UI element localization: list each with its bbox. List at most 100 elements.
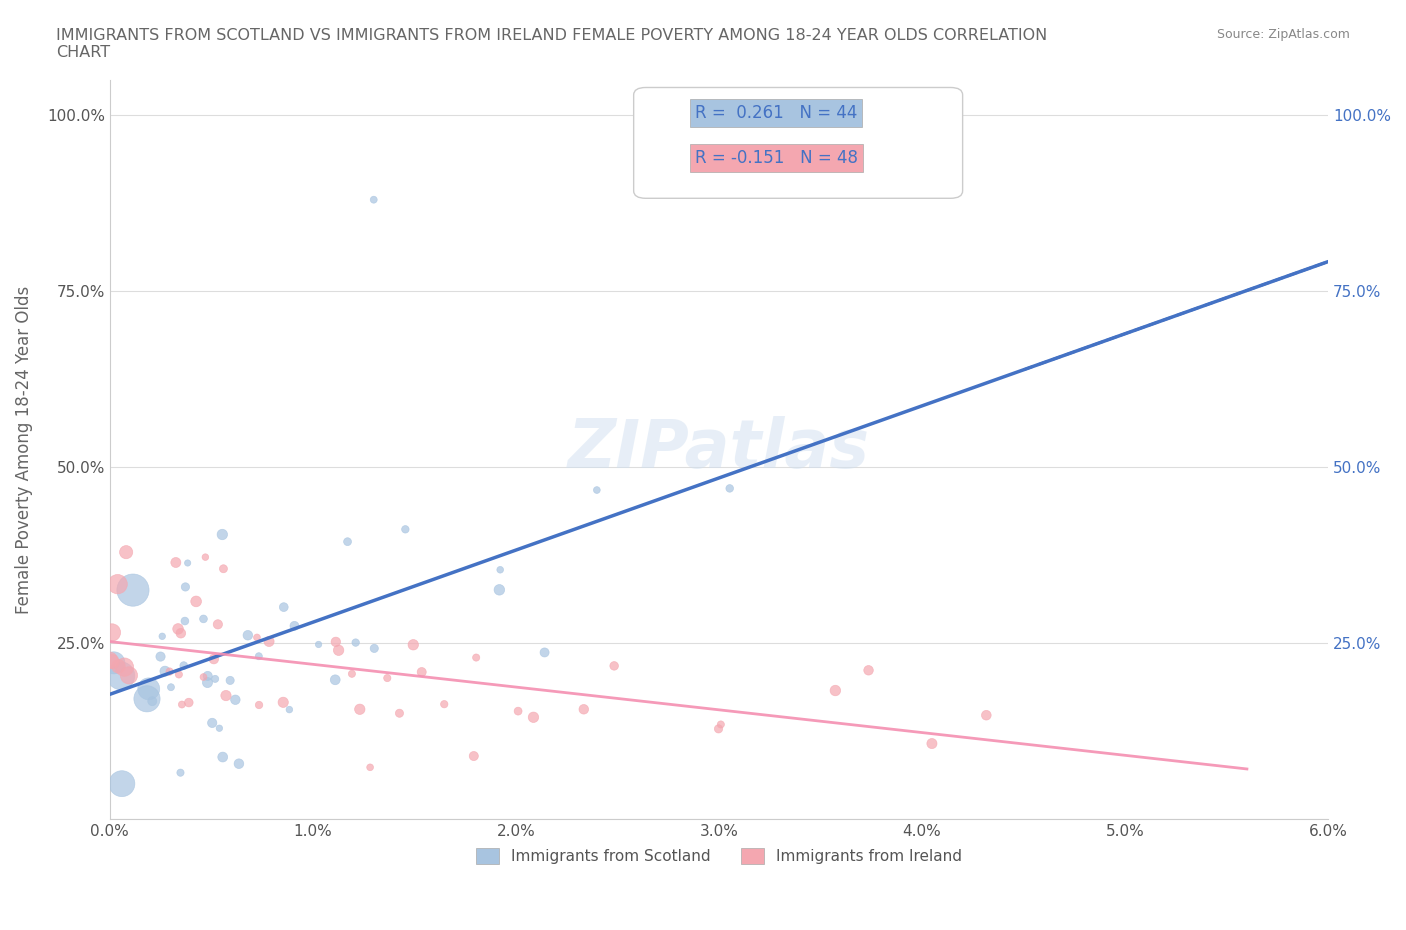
- Point: [340, 667, 363, 682]
- Point: [174, 614, 197, 629]
- Point: [98, 653, 121, 668]
- Point: [212, 562, 235, 577]
- Point: [115, 545, 138, 560]
- Point: [110, 669, 132, 684]
- Point: [174, 579, 197, 594]
- Point: [707, 722, 730, 737]
- Point: [710, 717, 733, 732]
- Point: [283, 618, 305, 633]
- Point: [204, 671, 226, 686]
- Point: [184, 594, 207, 609]
- Point: [411, 665, 433, 680]
- Point: [201, 715, 224, 730]
- Point: [111, 777, 134, 791]
- Point: [247, 649, 270, 664]
- Point: [101, 625, 124, 640]
- Point: [489, 563, 512, 578]
- Point: [224, 692, 246, 707]
- Point: [228, 756, 250, 771]
- Point: [402, 637, 425, 652]
- Point: [211, 750, 233, 764]
- Point: [170, 626, 193, 641]
- Point: [247, 698, 270, 712]
- Point: [176, 555, 198, 570]
- Point: [141, 694, 163, 709]
- Point: [328, 643, 350, 658]
- Point: [169, 765, 191, 780]
- Point: [153, 664, 176, 679]
- Point: [202, 652, 225, 667]
- Point: [167, 667, 190, 682]
- Point: [193, 670, 215, 684]
- Point: [278, 702, 301, 717]
- Point: [236, 628, 259, 643]
- Point: [465, 650, 488, 665]
- Text: R = -0.151   N = 48: R = -0.151 N = 48: [695, 149, 858, 166]
- Point: [858, 663, 880, 678]
- Point: [273, 600, 295, 615]
- Point: [211, 527, 233, 542]
- Point: [208, 721, 231, 736]
- Point: [122, 583, 145, 598]
- Point: [388, 706, 411, 721]
- Point: [323, 672, 346, 687]
- FancyBboxPatch shape: [634, 87, 963, 198]
- Point: [149, 649, 172, 664]
- Point: [433, 697, 456, 711]
- Point: [359, 760, 381, 775]
- Point: [165, 555, 187, 570]
- Point: [194, 550, 217, 565]
- Point: [349, 702, 371, 717]
- Point: [136, 691, 159, 706]
- Point: [118, 668, 141, 683]
- Point: [257, 634, 280, 649]
- Point: [463, 749, 485, 764]
- Point: [308, 637, 330, 652]
- Text: R =  0.261   N = 44: R = 0.261 N = 44: [695, 104, 856, 123]
- Point: [177, 695, 200, 710]
- Point: [150, 629, 173, 644]
- Point: [107, 577, 129, 591]
- Point: [363, 641, 385, 656]
- Point: [603, 658, 626, 673]
- Point: [344, 635, 367, 650]
- Text: ZIPatlas: ZIPatlas: [568, 417, 870, 483]
- Text: IMMIGRANTS FROM SCOTLAND VS IMMIGRANTS FROM IRELAND FEMALE POVERTY AMONG 18-24 Y: IMMIGRANTS FROM SCOTLAND VS IMMIGRANTS F…: [56, 28, 1047, 60]
- Point: [718, 481, 741, 496]
- Point: [824, 684, 846, 698]
- Point: [572, 702, 595, 717]
- Point: [363, 193, 385, 207]
- Point: [101, 654, 124, 669]
- Point: [207, 617, 229, 631]
- Point: [394, 522, 416, 537]
- Point: [138, 682, 160, 697]
- Point: [197, 675, 219, 690]
- Point: [375, 671, 398, 685]
- Point: [271, 695, 294, 710]
- Point: [170, 698, 193, 712]
- Point: [488, 582, 510, 597]
- Point: [336, 534, 359, 549]
- Point: [976, 708, 998, 723]
- Y-axis label: Female Poverty Among 18-24 Year Olds: Female Poverty Among 18-24 Year Olds: [15, 286, 32, 614]
- Point: [159, 664, 181, 679]
- Point: [114, 659, 136, 674]
- Legend: Immigrants from Scotland, Immigrants from Ireland: Immigrants from Scotland, Immigrants fro…: [470, 842, 969, 870]
- Point: [107, 659, 129, 674]
- Point: [533, 645, 555, 660]
- Point: [173, 658, 195, 673]
- Text: Source: ZipAtlas.com: Source: ZipAtlas.com: [1216, 28, 1350, 41]
- Point: [160, 680, 183, 695]
- Point: [246, 630, 269, 644]
- Point: [506, 704, 529, 719]
- Point: [193, 611, 215, 626]
- Point: [325, 634, 347, 649]
- Point: [219, 673, 242, 688]
- Point: [167, 621, 190, 636]
- Point: [585, 483, 607, 498]
- Point: [215, 688, 238, 703]
- Point: [197, 669, 219, 684]
- Point: [103, 656, 125, 671]
- Point: [522, 710, 544, 724]
- Point: [921, 737, 943, 751]
